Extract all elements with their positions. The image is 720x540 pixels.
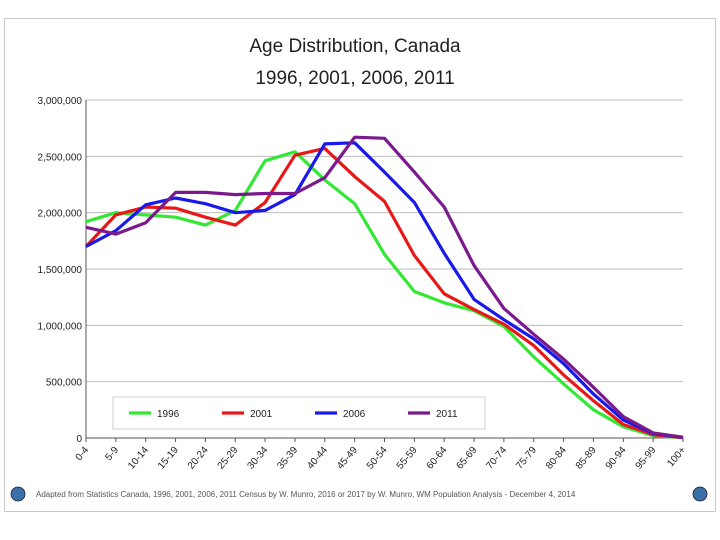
x-tick-label: 45-49 (335, 445, 360, 472)
series-line-2006 (85, 141, 684, 439)
x-tick-label: 0-4 (74, 445, 92, 463)
series-lines (84, 135, 684, 440)
x-tick-label: 90-94 (604, 445, 629, 472)
x-tick-label: 100+ (665, 445, 688, 469)
x-tick-label: 75-79 (514, 445, 539, 472)
globe-icon-outline (10, 486, 26, 502)
x-tick-label: 70-74 (484, 445, 509, 472)
footer: Adapted from Statistics Canada, 1996, 20… (10, 486, 708, 502)
x-tick-label: 50-54 (365, 445, 390, 472)
y-tick-label: 0 (76, 434, 82, 445)
y-tick-label: 1,000,000 (38, 321, 83, 332)
legend-label-1996: 1996 (157, 409, 180, 420)
legend-label-2001: 2001 (250, 409, 273, 420)
x-tick-label: 95-99 (634, 445, 659, 472)
gridlines (86, 99, 683, 383)
chart-title-line-2: 1996, 2001, 2006, 2011 (255, 68, 454, 89)
x-tick-label: 25-29 (216, 445, 241, 472)
x-tick-label: 60-64 (425, 445, 450, 472)
x-tick-label: 15-19 (156, 445, 181, 472)
x-tick-label: 10-14 (126, 445, 151, 472)
legend-label-2006: 2006 (343, 409, 366, 420)
legend-label-2011: 2011 (436, 409, 458, 420)
x-tick-label: 85-89 (574, 445, 599, 472)
y-tick-label: 1,500,000 (38, 265, 83, 276)
series-line-2001 (84, 146, 684, 440)
x-tick-label: 30-34 (246, 445, 271, 472)
globe-icon (693, 487, 707, 501)
x-tick-label: 20-24 (186, 445, 211, 472)
legend: 1996 2001 2006 2011 (112, 396, 486, 430)
globe-icon-outline (692, 486, 708, 502)
x-tick-label: 35-39 (275, 445, 300, 472)
series-line-1996 (85, 150, 684, 440)
footer-source-note: Adapted from Statistics Canada, 1996, 20… (36, 490, 576, 499)
y-tick-label: 2,000,000 (38, 209, 83, 220)
y-tick-label: 500,000 (46, 378, 83, 389)
series-line-2011 (85, 135, 684, 439)
x-tick-label: 40-44 (305, 445, 330, 472)
x-tick-label: 65-69 (454, 445, 479, 472)
chart-title-line-1: Age Distribution, Canada (249, 36, 461, 57)
x-tick-label: 80-84 (544, 445, 569, 472)
globe-icon (11, 487, 25, 501)
x-tick-label: 55-59 (395, 445, 420, 472)
y-tick-label: 2,500,000 (38, 152, 83, 163)
y-tick-label: 3,000,000 (38, 96, 83, 107)
x-tick-label: 5-9 (103, 445, 121, 463)
